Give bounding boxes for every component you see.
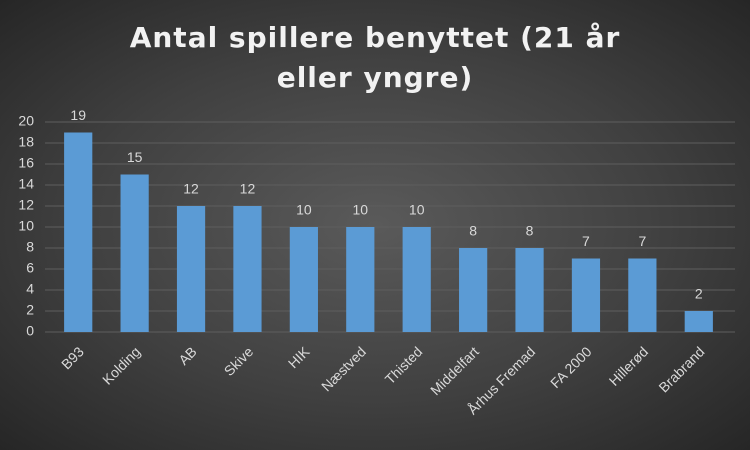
y-tick-label: 20	[18, 113, 34, 129]
x-tick-label: B93	[58, 343, 87, 372]
y-tick-label: 4	[26, 281, 34, 297]
x-tick-label: HIK	[285, 343, 313, 371]
y-tick-label: 8	[26, 239, 34, 255]
value-label: 7	[582, 233, 590, 249]
y-tick-label: 14	[18, 176, 34, 192]
x-tick-label: Kolding	[99, 343, 143, 387]
x-tick-label: Hillerød	[606, 343, 651, 388]
value-label: 7	[638, 233, 646, 249]
x-tick-label: Brabrand	[655, 343, 707, 395]
x-tick-label: FA 2000	[547, 343, 595, 391]
value-label: 8	[526, 223, 534, 239]
bar	[628, 258, 657, 332]
bar	[289, 227, 318, 332]
bar	[684, 311, 713, 332]
y-tick-label: 6	[26, 260, 34, 276]
y-tick-label: 2	[26, 302, 34, 318]
value-label: 10	[353, 202, 369, 218]
x-tick-label: Næstved	[318, 343, 369, 394]
x-tick-label: Thisted	[382, 343, 426, 387]
y-tick-label: 12	[18, 197, 34, 213]
chart-title: Antal spillere benyttet (21 år eller yng…	[129, 21, 621, 94]
value-label: 12	[240, 181, 256, 197]
y-tick-label: 10	[18, 218, 34, 234]
y-tick-label: 16	[18, 155, 34, 171]
value-label: 10	[409, 202, 425, 218]
x-tick-label: Skive	[221, 343, 257, 379]
x-tick-label: AB	[175, 343, 200, 368]
value-label: 10	[296, 202, 312, 218]
value-label: 12	[183, 181, 199, 197]
value-label: 2	[695, 286, 703, 302]
bar	[459, 248, 488, 332]
y-tick-label: 18	[18, 134, 34, 150]
value-label: 19	[70, 107, 86, 123]
bar	[176, 206, 206, 332]
y-tick-label: 0	[26, 323, 34, 339]
bar	[346, 227, 375, 332]
bar	[515, 248, 544, 332]
bar	[571, 258, 601, 332]
bar	[402, 227, 431, 332]
x-tick-label: Middelfart	[427, 343, 482, 398]
bar	[64, 132, 93, 332]
value-label: 8	[469, 223, 477, 239]
bar	[120, 174, 149, 332]
bar	[233, 206, 262, 332]
value-label: 15	[127, 149, 143, 165]
